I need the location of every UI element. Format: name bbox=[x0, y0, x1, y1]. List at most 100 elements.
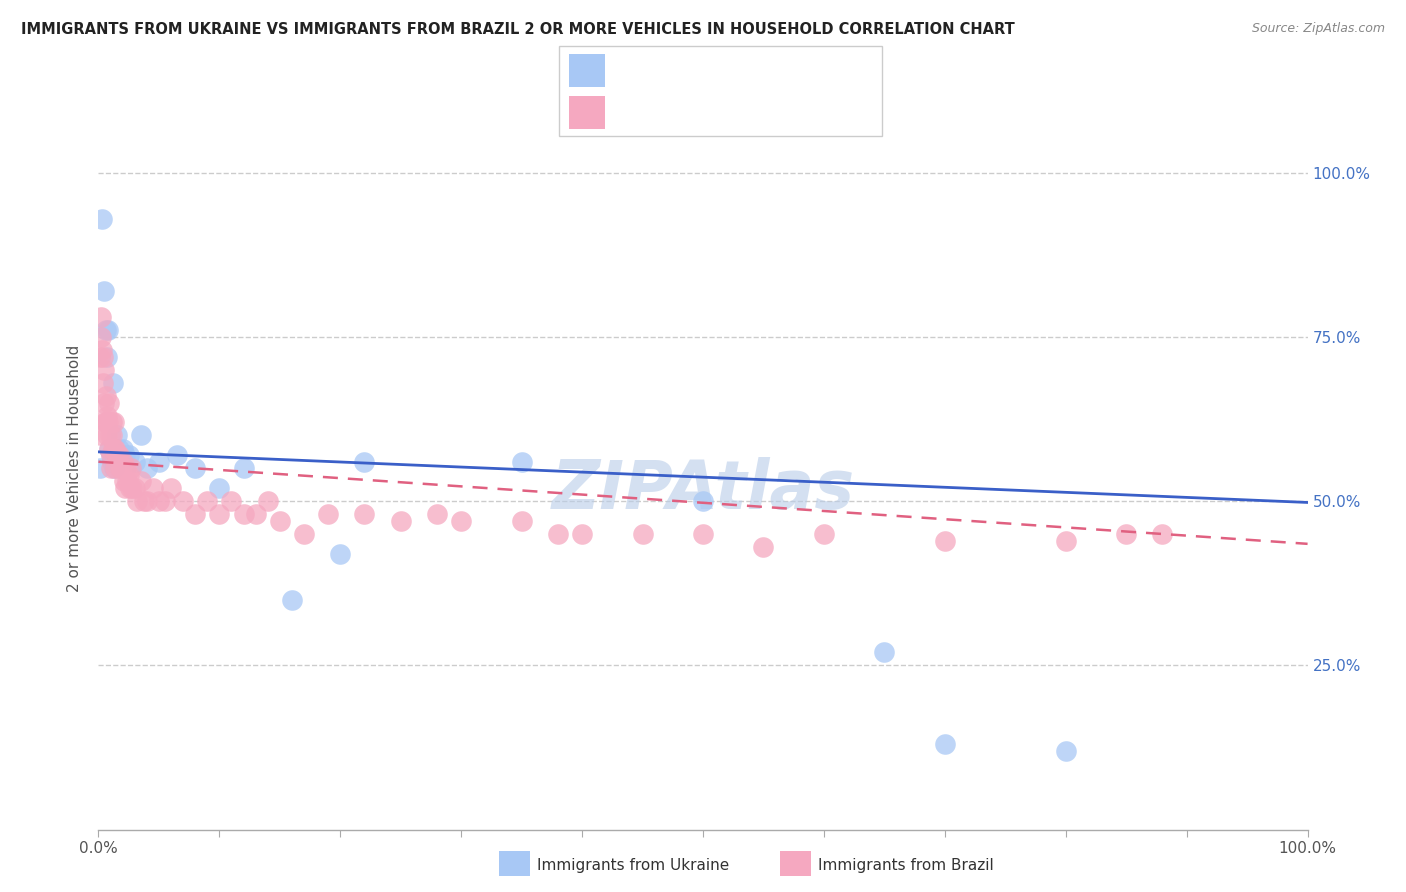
Point bbox=[1152, 527, 1174, 541]
Point bbox=[101, 415, 124, 429]
Point bbox=[114, 481, 136, 495]
Point bbox=[100, 455, 122, 469]
Point bbox=[89, 461, 111, 475]
Point bbox=[510, 514, 533, 528]
Point bbox=[103, 461, 125, 475]
Point bbox=[112, 475, 135, 489]
Point bbox=[281, 592, 304, 607]
Point bbox=[692, 527, 714, 541]
Point bbox=[269, 514, 291, 528]
Point bbox=[107, 448, 129, 462]
Point bbox=[98, 442, 121, 456]
Point bbox=[107, 448, 129, 462]
Point bbox=[97, 395, 120, 409]
Point bbox=[232, 508, 254, 522]
Point bbox=[148, 494, 170, 508]
Text: R =: R = bbox=[619, 62, 651, 78]
Point bbox=[100, 428, 122, 442]
Point bbox=[135, 461, 157, 475]
Point bbox=[105, 428, 128, 442]
Point bbox=[114, 448, 136, 462]
Text: Source: ZipAtlas.com: Source: ZipAtlas.com bbox=[1251, 22, 1385, 36]
Point bbox=[124, 481, 146, 495]
Text: N =: N = bbox=[754, 62, 787, 78]
Point bbox=[184, 461, 207, 475]
Point bbox=[93, 284, 115, 298]
Point bbox=[94, 323, 117, 337]
Point bbox=[195, 494, 218, 508]
Point bbox=[245, 508, 267, 522]
Text: 118: 118 bbox=[797, 105, 828, 120]
Point bbox=[108, 442, 131, 456]
Point bbox=[934, 533, 956, 548]
Point bbox=[1115, 527, 1137, 541]
Point bbox=[97, 415, 120, 429]
Point bbox=[329, 547, 352, 561]
Point bbox=[104, 442, 127, 456]
Point bbox=[813, 527, 835, 541]
Point bbox=[117, 475, 139, 489]
Bar bbox=[568, 54, 605, 87]
Point bbox=[129, 475, 152, 489]
Text: Immigrants from Brazil: Immigrants from Brazil bbox=[818, 858, 994, 872]
Text: 44: 44 bbox=[797, 62, 818, 78]
Point bbox=[89, 428, 111, 442]
Point bbox=[292, 527, 315, 541]
Point bbox=[124, 455, 146, 469]
Point bbox=[96, 409, 118, 423]
Point bbox=[118, 448, 141, 462]
Point bbox=[121, 481, 143, 495]
Point bbox=[571, 527, 593, 541]
Point bbox=[426, 508, 449, 522]
Point bbox=[873, 645, 896, 659]
Point bbox=[94, 415, 117, 429]
Point bbox=[91, 211, 114, 226]
Text: N =: N = bbox=[754, 105, 787, 120]
Point bbox=[103, 442, 125, 456]
Point bbox=[91, 350, 114, 364]
Point bbox=[389, 514, 412, 528]
Point bbox=[90, 310, 112, 325]
Text: R =: R = bbox=[619, 105, 651, 120]
Point bbox=[108, 448, 131, 462]
Point bbox=[1054, 533, 1077, 548]
Point bbox=[134, 494, 156, 508]
Point bbox=[94, 415, 117, 429]
Point bbox=[103, 415, 125, 429]
Point bbox=[353, 508, 375, 522]
Point bbox=[98, 428, 121, 442]
Point bbox=[153, 494, 176, 508]
Point bbox=[101, 442, 124, 456]
Point bbox=[100, 461, 122, 475]
Point bbox=[105, 448, 128, 462]
Point bbox=[127, 494, 149, 508]
Point bbox=[160, 481, 183, 495]
Point bbox=[111, 455, 134, 469]
Point bbox=[91, 343, 114, 357]
Point bbox=[631, 527, 654, 541]
Point bbox=[93, 395, 115, 409]
Point bbox=[108, 461, 131, 475]
Point bbox=[96, 389, 118, 403]
Text: IMMIGRANTS FROM UKRAINE VS IMMIGRANTS FROM BRAZIL 2 OR MORE VEHICLES IN HOUSEHOL: IMMIGRANTS FROM UKRAINE VS IMMIGRANTS FR… bbox=[21, 22, 1015, 37]
Point bbox=[104, 461, 127, 475]
Point bbox=[166, 448, 188, 462]
Point bbox=[547, 527, 569, 541]
Point bbox=[110, 461, 132, 475]
Point bbox=[1054, 744, 1077, 758]
Point bbox=[208, 481, 231, 495]
Point bbox=[316, 508, 339, 522]
Point bbox=[256, 494, 278, 508]
Point bbox=[184, 508, 207, 522]
Point bbox=[98, 442, 121, 456]
Point bbox=[100, 448, 122, 462]
Point bbox=[96, 428, 118, 442]
Point bbox=[135, 494, 157, 508]
Point bbox=[692, 494, 714, 508]
Point bbox=[353, 455, 375, 469]
Point bbox=[101, 376, 124, 390]
Text: -0.057: -0.057 bbox=[661, 105, 716, 120]
Point bbox=[450, 514, 472, 528]
Text: ZIPAtlas: ZIPAtlas bbox=[551, 457, 855, 523]
Point bbox=[97, 323, 120, 337]
